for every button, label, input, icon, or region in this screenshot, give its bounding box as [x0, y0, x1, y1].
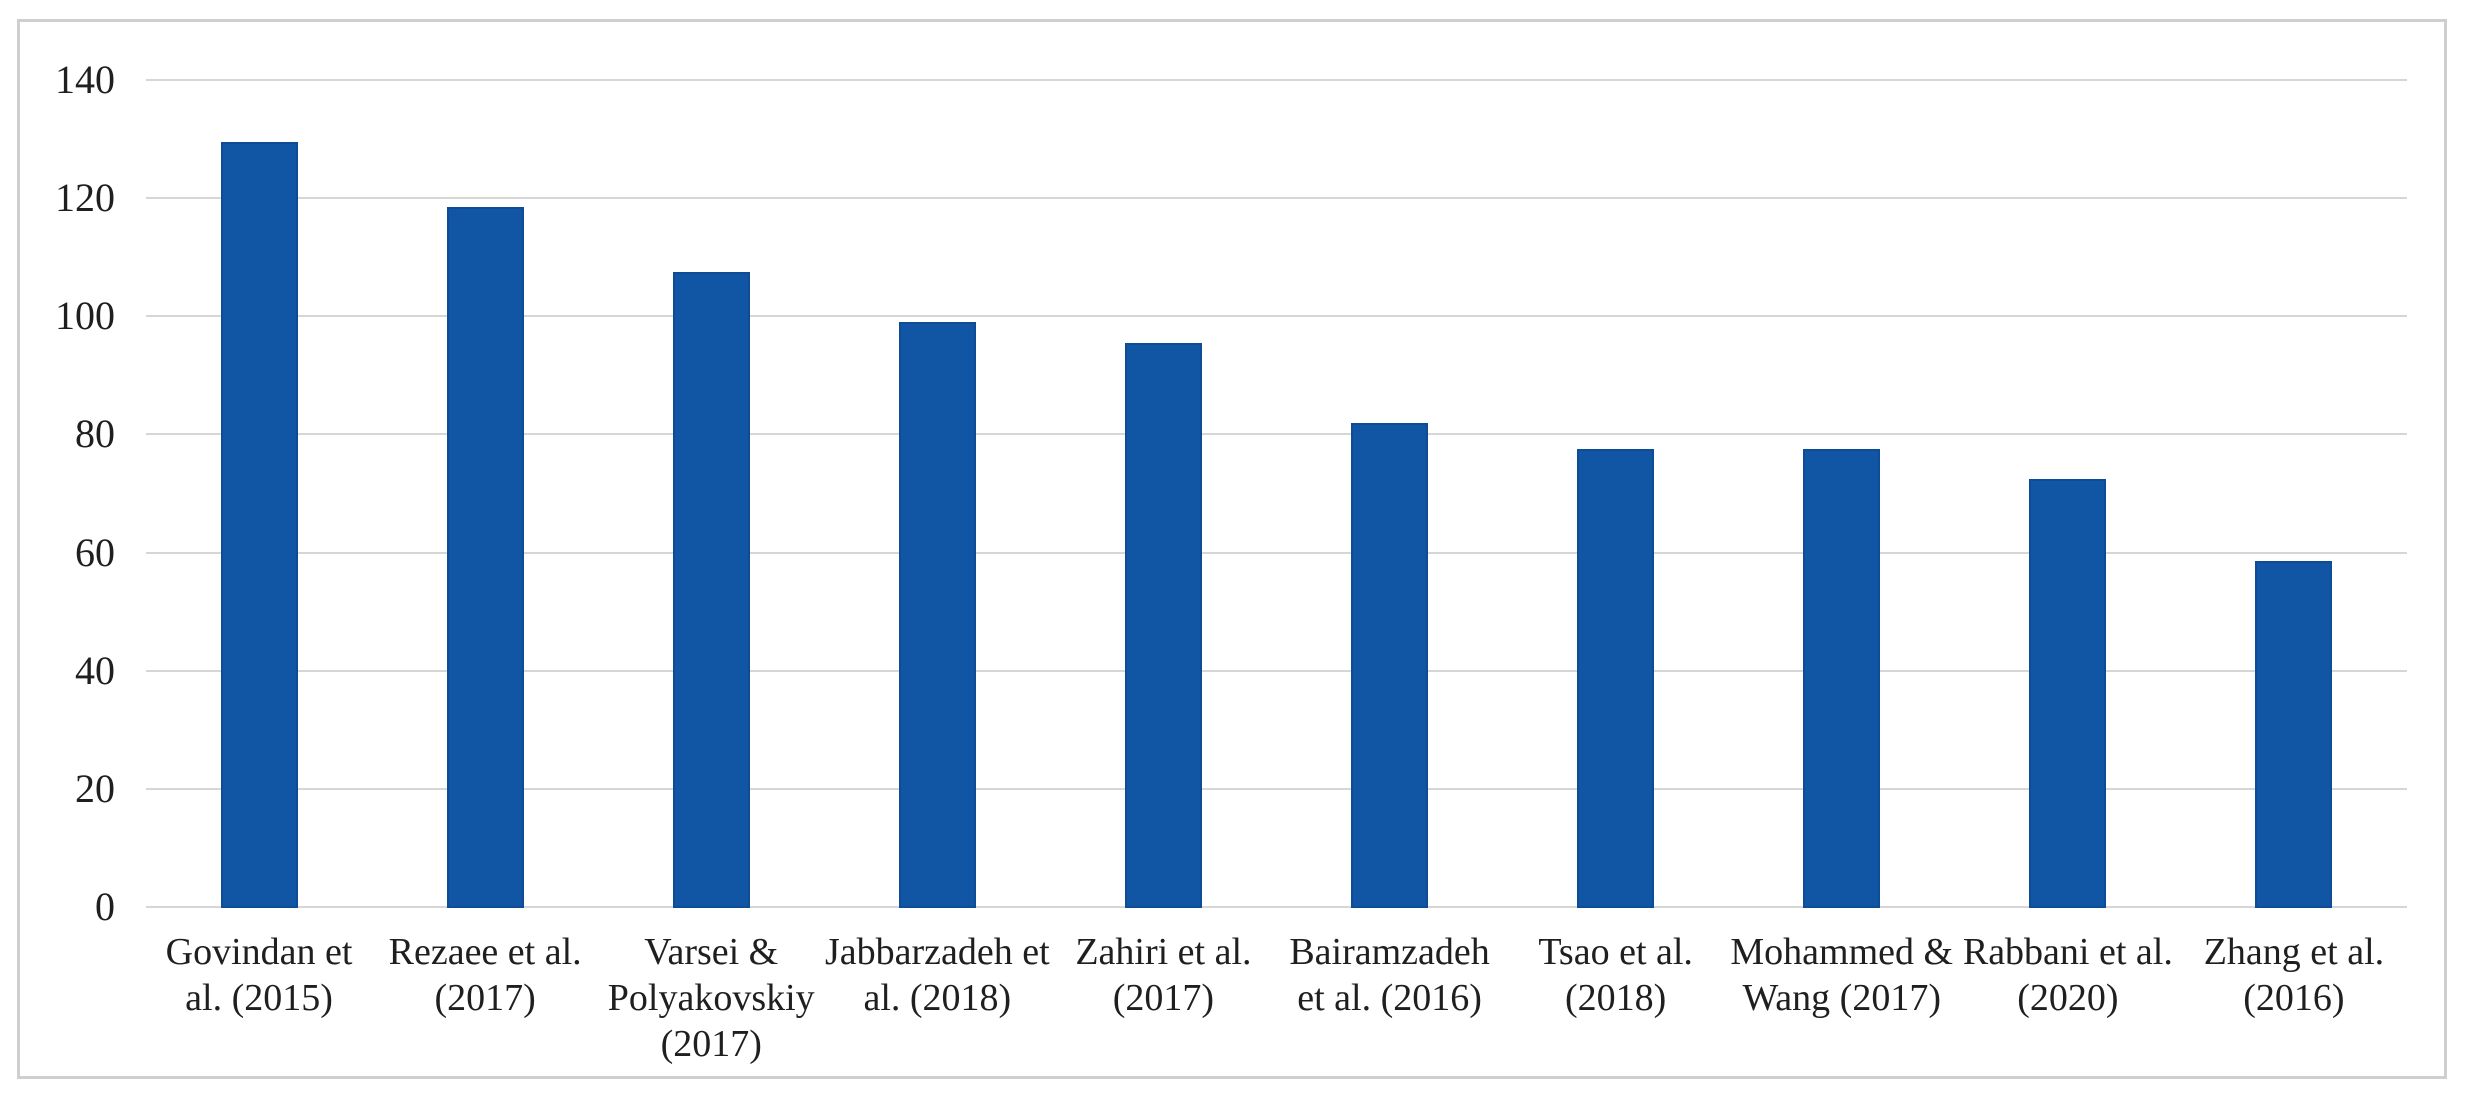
x-axis-category-label: Varsei & Polyakovskiy (2017) [598, 929, 824, 1067]
x-axis-label-line: (2017) [434, 977, 536, 1019]
x-axis-category-label: Rezaee et al. (2017) [372, 929, 598, 1021]
y-axis-tick-label: 0 [95, 884, 115, 929]
x-axis-label-line: Rezaee et al. [388, 931, 582, 973]
y-axis-tick-label: 100 [55, 293, 115, 339]
x-axis-category-label: Zahiri et al. (2017) [1050, 929, 1276, 1021]
x-axis-label-line: (2017) [1112, 977, 1215, 1019]
bar-1 [220, 142, 298, 908]
bar-7 [1577, 449, 1655, 908]
gridline [146, 315, 2407, 318]
gridline [146, 197, 2407, 200]
x-axis-label-line: Mohammed & [1730, 931, 1954, 973]
x-axis-label-line: Wang (2017) [1742, 977, 1941, 1019]
gridline [146, 79, 2407, 81]
x-axis-category-label: Zhang et al. (2016) [2181, 929, 2407, 1021]
x-axis-category-label: Bairamzadeh et al. (2016) [1277, 929, 1503, 1021]
x-axis-label-line: Zahiri et al. [1075, 931, 1252, 973]
x-axis-category-label: Tsao et al. (2018) [1503, 929, 1729, 1021]
x-axis-label-line: Zhang et al. [2203, 931, 2385, 973]
bar-4 [898, 322, 976, 908]
chart-frame: 0 20 40 60 80 100 120 140 Govindan et al. (2015)… [17, 19, 2447, 1079]
bar-10 [2255, 561, 2333, 908]
x-axis-label-line: (2016) [2243, 977, 2345, 1019]
y-axis-tick-label: 80 [75, 411, 115, 457]
y-axis-tick-label: 60 [75, 529, 115, 575]
x-axis-label-line: Govindan et [165, 931, 353, 973]
x-axis-label-line: Tsao et al. [1538, 931, 1693, 973]
x-axis-label-line: Rabbani et al. [1962, 931, 2173, 973]
bar-5 [1124, 342, 1202, 908]
gridline [146, 433, 2407, 436]
gridline [146, 669, 2407, 672]
x-axis-label-line: Varsei & [644, 931, 779, 973]
y-axis-tick-label: 20 [75, 765, 115, 811]
x-axis-label-line: Jabbarzadeh et [824, 931, 1050, 973]
bar-8 [1803, 449, 1881, 908]
x-axis-label-line: Bairamzadeh [1289, 931, 1490, 973]
x-axis-label-line: et al. (2016) [1297, 977, 1482, 1019]
x-axis-label-line: al. (2018) [863, 977, 1012, 1019]
x-axis-label-line: (2020) [2017, 977, 2119, 1019]
x-axis-category-label: Govindan et al. (2015) [146, 929, 372, 1021]
x-axis-label-line: (2017) [660, 1023, 762, 1065]
bar-2 [446, 207, 524, 908]
y-axis-tick-label: 120 [55, 175, 115, 221]
x-axis-label-line: Polyakovskiy [607, 977, 815, 1019]
x-axis-label-line: (2018) [1564, 977, 1667, 1019]
gridline [146, 551, 2407, 554]
bar-3 [672, 271, 750, 908]
y-axis-tick-label: 140 [55, 57, 115, 102]
x-axis-label-line: al. (2015) [185, 977, 333, 1019]
x-axis-category-label: Mohammed & Wang (2017) [1729, 929, 1955, 1021]
gridline [146, 787, 2407, 790]
x-axis-category-label: Rabbani et al. (2020) [1955, 929, 2181, 1021]
y-axis-tick-label: 40 [75, 647, 115, 693]
bar-9 [2029, 478, 2107, 908]
bar-6 [1351, 422, 1429, 908]
x-axis-line [146, 906, 2407, 908]
x-axis-category-label: Jabbarzadeh et al. (2018) [824, 929, 1050, 1021]
